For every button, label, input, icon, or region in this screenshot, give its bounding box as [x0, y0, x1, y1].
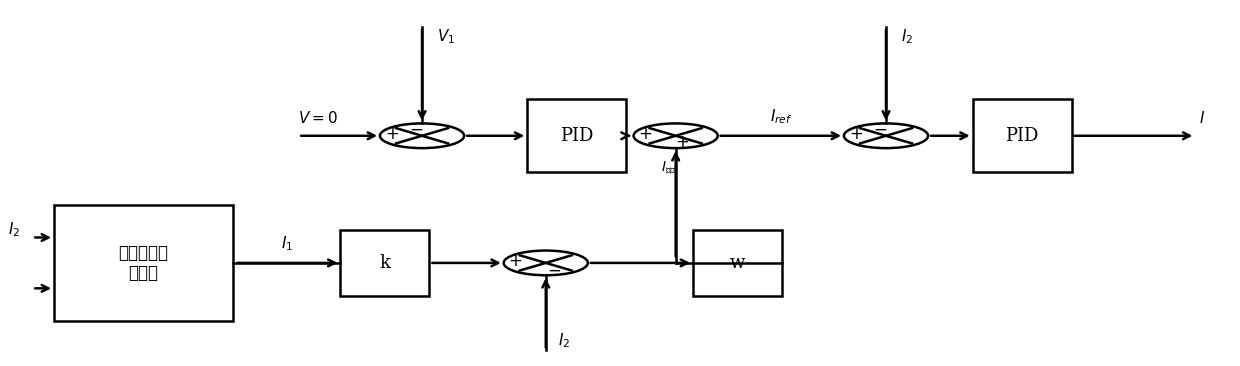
Text: $+$: $+$ — [639, 126, 652, 143]
Bar — [693, 230, 782, 296]
Text: $+$: $+$ — [675, 134, 689, 151]
Text: $V_1$: $V_1$ — [436, 27, 455, 45]
Bar — [55, 205, 233, 321]
Text: $-$: $-$ — [409, 120, 423, 138]
Bar — [341, 230, 429, 296]
Text: $-$: $-$ — [873, 120, 887, 138]
Text: $+$: $+$ — [848, 126, 863, 143]
Bar — [527, 100, 626, 172]
Text: $I_2$: $I_2$ — [900, 27, 913, 45]
Text: $V=0$: $V=0$ — [299, 109, 339, 126]
Text: PID: PID — [1006, 127, 1039, 145]
Text: k: k — [379, 254, 391, 272]
Text: w: w — [730, 254, 745, 272]
Text: $I$: $I$ — [1199, 109, 1205, 126]
Text: $+$: $+$ — [508, 253, 522, 270]
Text: $I_{补偿}$: $I_{补偿}$ — [661, 160, 677, 176]
Text: $I_1$: $I_1$ — [280, 234, 293, 253]
Text: $I_2$: $I_2$ — [558, 331, 570, 350]
Text: $I_2$: $I_2$ — [7, 221, 20, 239]
Text: $I_{ref}$: $I_{ref}$ — [770, 107, 792, 126]
Text: 稳定电流计
算模块: 稳定电流计 算模块 — [119, 243, 169, 282]
Bar — [972, 100, 1071, 172]
Text: $-$: $-$ — [547, 262, 562, 279]
Text: $+$: $+$ — [384, 126, 399, 143]
Text: PID: PID — [560, 127, 594, 145]
